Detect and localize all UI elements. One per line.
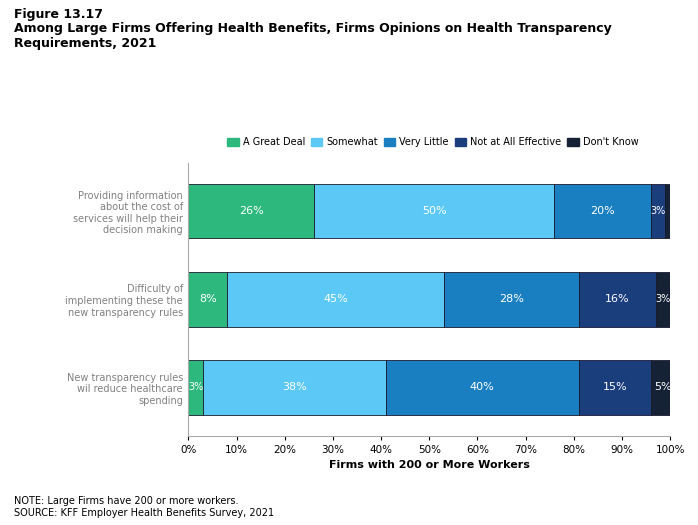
Bar [227,272,444,327]
Text: NOTE: Large Firms have 200 or more workers.
SOURCE: KFF Employer Health Benefits: NOTE: Large Firms have 200 or more worke… [14,496,274,518]
Text: 16%: 16% [604,294,630,304]
Text: 28%: 28% [498,294,524,304]
Text: 5%: 5% [654,382,671,392]
Bar [313,184,554,238]
Text: 20%: 20% [591,206,615,216]
Legend: A Great Deal, Somewhat, Very Little, Not at All Effective, Don't Know: A Great Deal, Somewhat, Very Little, Not… [223,133,642,151]
Bar [651,360,675,415]
Text: Among Large Firms Offering Health Benefits, Firms Opinions on Health Transparenc: Among Large Firms Offering Health Benefi… [14,22,611,50]
Text: 45%: 45% [323,294,348,304]
Bar [386,360,579,415]
Bar [655,272,670,327]
Text: 38%: 38% [282,382,307,392]
Bar [188,360,203,415]
X-axis label: Firms with 200 or More Workers: Firms with 200 or More Workers [329,460,530,470]
Text: 26%: 26% [239,206,263,216]
Text: 50%: 50% [422,206,447,216]
Bar [188,184,313,238]
Text: Figure 13.17: Figure 13.17 [14,8,103,21]
Bar [651,184,665,238]
Text: 15%: 15% [602,382,627,392]
Bar [188,272,227,327]
Bar [444,272,579,327]
Bar [579,360,651,415]
Text: 3%: 3% [655,294,671,304]
Text: 3%: 3% [188,382,203,392]
Text: 3%: 3% [651,206,666,216]
Bar [554,184,651,238]
Text: 8%: 8% [199,294,216,304]
Bar [203,360,386,415]
Bar [665,184,670,238]
Text: 40%: 40% [470,382,495,392]
Bar [579,272,655,327]
